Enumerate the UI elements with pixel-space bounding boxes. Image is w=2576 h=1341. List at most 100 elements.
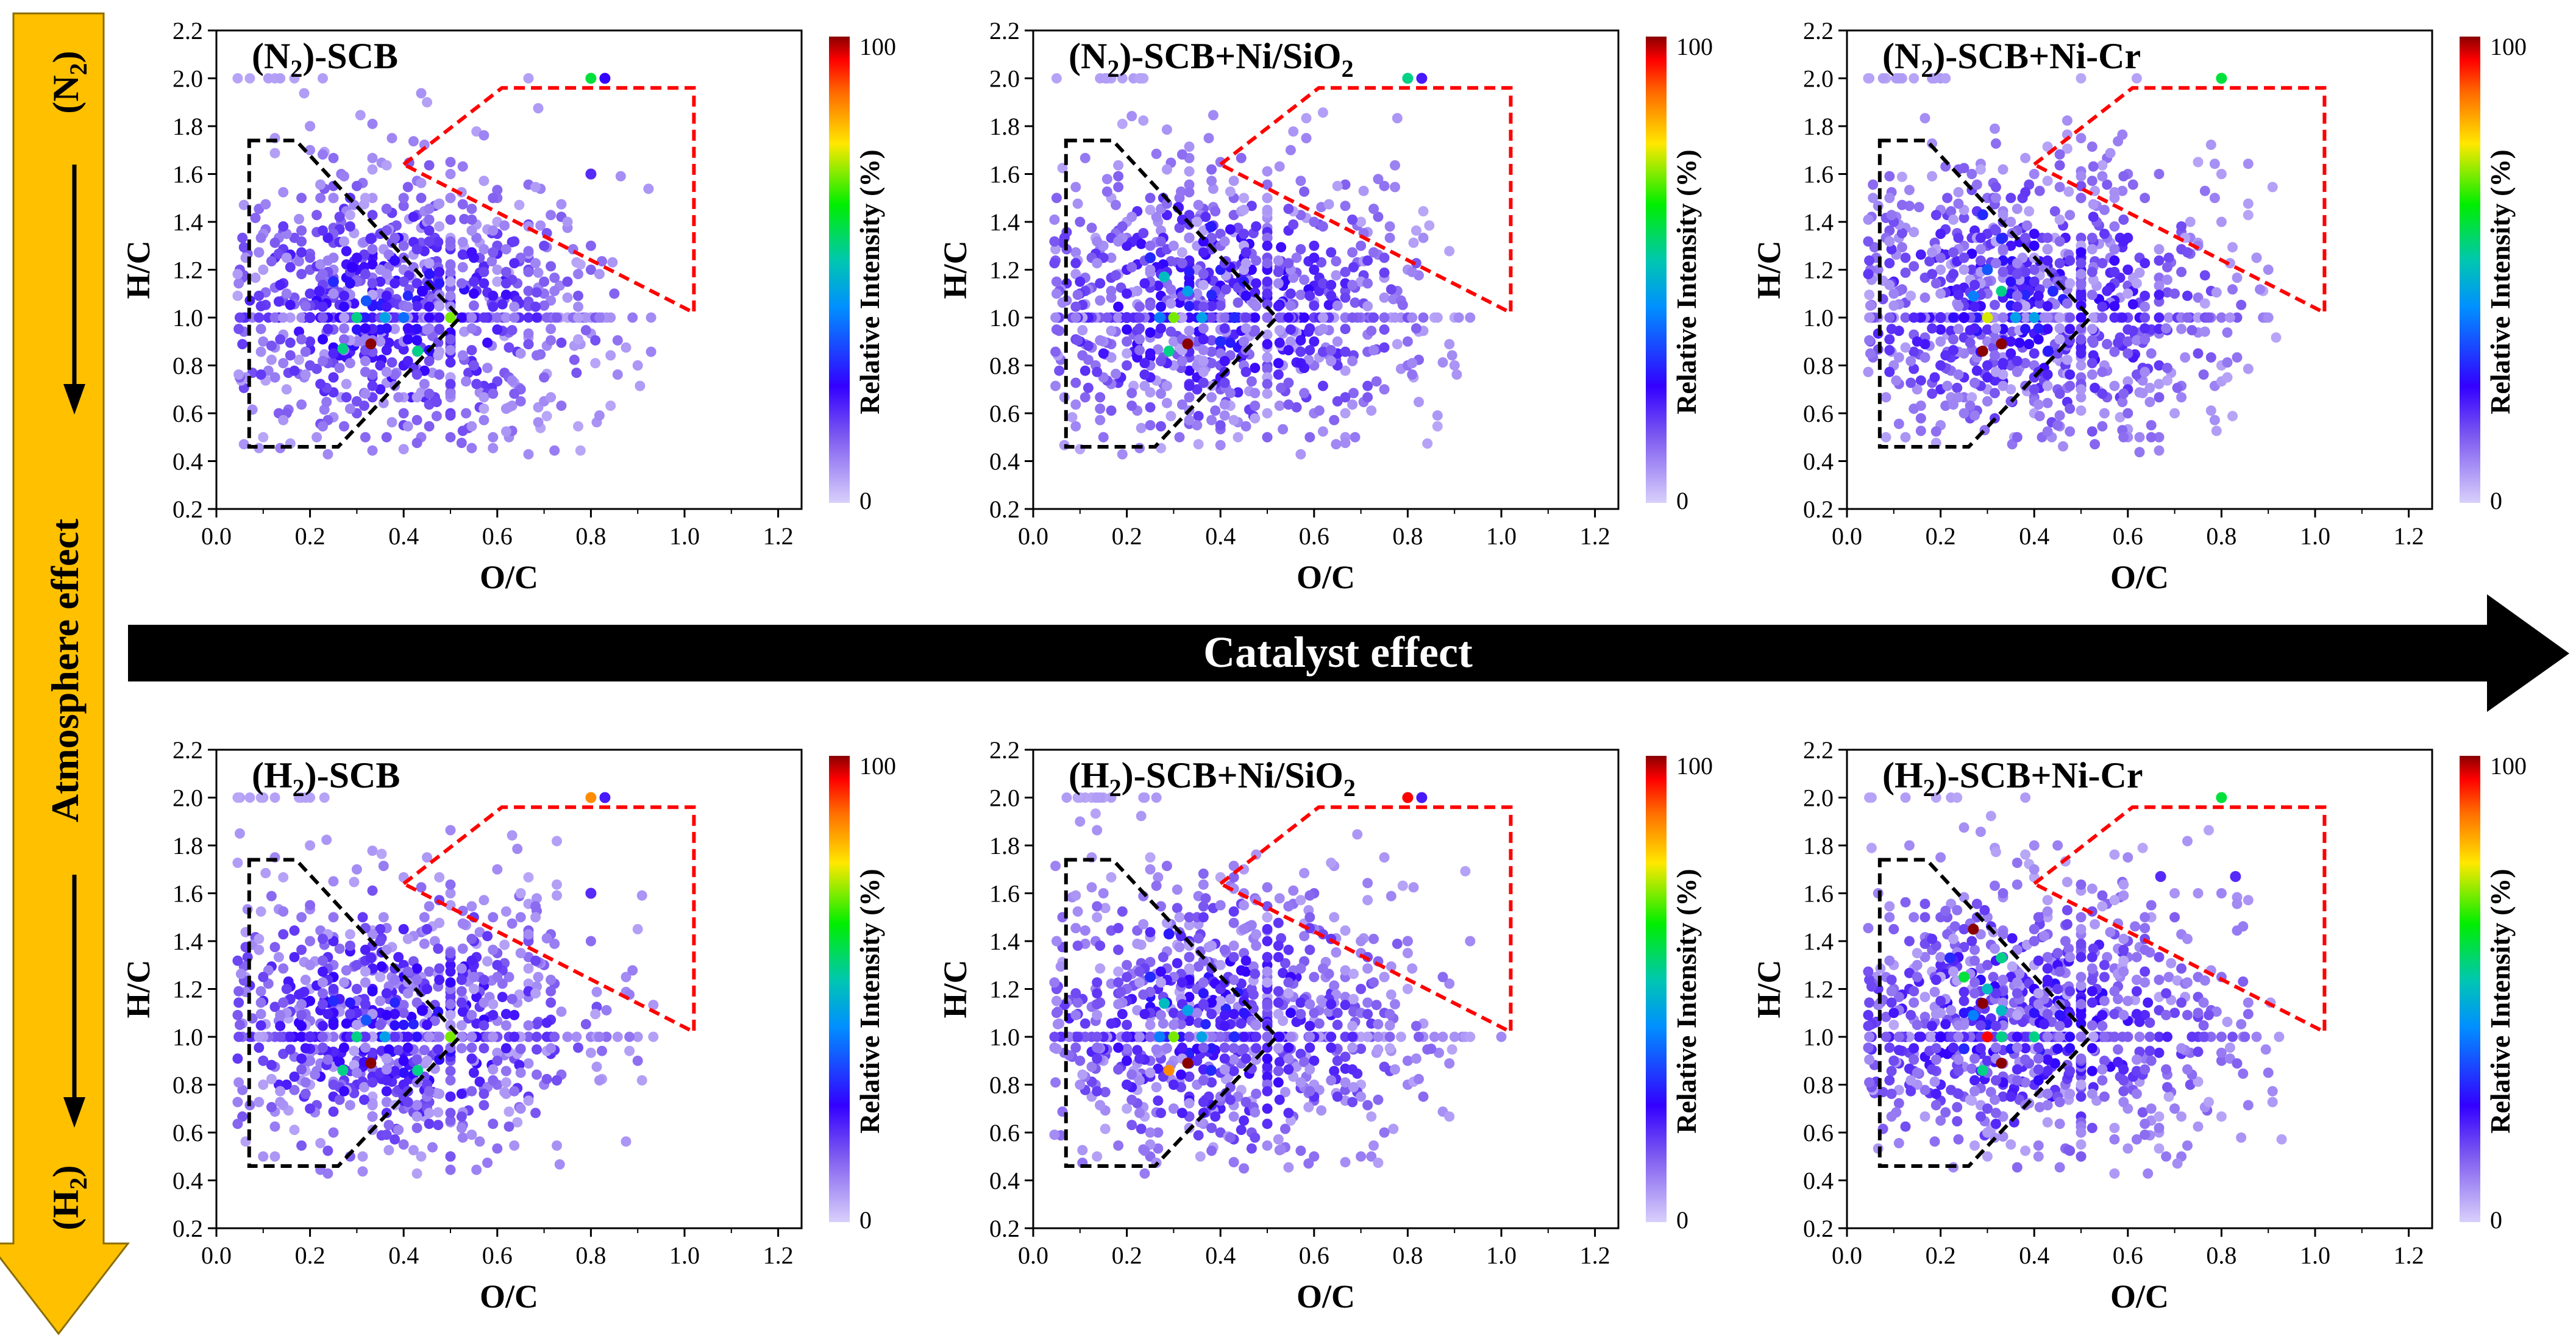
data-point	[232, 955, 243, 966]
data-point	[1998, 380, 2008, 391]
data-point	[1205, 221, 1217, 232]
data-point	[398, 1067, 409, 1078]
data-point	[1106, 352, 1117, 363]
data-point	[2222, 372, 2233, 383]
data-point	[1309, 240, 1320, 251]
data-point	[2216, 73, 2227, 84]
data-point	[1192, 1008, 1203, 1019]
y-tick-label: 2.2	[173, 17, 203, 44]
data-point	[398, 201, 409, 212]
data-point	[499, 939, 510, 950]
data-point	[318, 225, 328, 236]
highlight-points	[1121, 73, 1428, 357]
data-point	[1153, 1095, 1164, 1106]
data-point	[416, 1005, 428, 1016]
data-point	[479, 312, 489, 323]
data-point	[381, 301, 392, 312]
data-point	[1151, 148, 1162, 159]
data-point	[2012, 432, 2023, 443]
data-point	[299, 88, 310, 99]
data-point	[466, 1053, 477, 1064]
data-point	[1239, 900, 1250, 911]
data-point	[643, 183, 654, 194]
y-tick-label: 2.2	[989, 17, 1020, 44]
data-point	[2087, 290, 2097, 301]
data-point	[1151, 880, 1162, 891]
data-point	[1340, 324, 1351, 335]
colorbar-label: Relative Intensity (%)	[1671, 149, 1702, 414]
data-point	[2076, 171, 2087, 182]
data-point	[305, 288, 316, 299]
data-point	[1329, 912, 1340, 923]
data-point	[296, 236, 307, 247]
data-point	[1262, 312, 1273, 323]
data-point	[1228, 906, 1239, 917]
data-point	[2054, 236, 2065, 247]
data-point	[365, 338, 377, 350]
data-point	[549, 285, 560, 296]
data-point	[1303, 1101, 1314, 1112]
data-point	[344, 1100, 355, 1111]
data-point	[1384, 1031, 1395, 1042]
data-point	[1299, 867, 1310, 878]
data-point	[2065, 380, 2076, 391]
data-point	[419, 379, 430, 389]
data-point	[1251, 1089, 1262, 1099]
data-point	[500, 1077, 511, 1088]
data-point	[1051, 324, 1062, 335]
y-axis-label: H/C	[937, 240, 973, 299]
data-point	[1331, 947, 1342, 958]
data-point	[515, 948, 526, 959]
data-point	[468, 1067, 479, 1078]
data-point	[300, 346, 311, 357]
data-point	[2054, 323, 2065, 334]
data-point	[605, 350, 616, 361]
data-point	[296, 399, 307, 410]
data-point	[334, 212, 345, 222]
data-point	[1920, 352, 1930, 363]
data-point	[552, 1075, 562, 1086]
data-point	[1285, 336, 1296, 347]
data-point	[1250, 413, 1261, 424]
data-point	[1176, 399, 1187, 410]
data-point	[344, 210, 355, 221]
data-point	[235, 969, 246, 980]
data-point	[2020, 232, 2031, 243]
data-point	[232, 290, 243, 301]
data-point	[1283, 1108, 1294, 1119]
data-point	[457, 161, 468, 172]
data-point	[402, 421, 413, 432]
data-point	[1136, 1123, 1147, 1134]
data-point	[1948, 345, 1959, 355]
data-point	[503, 1106, 514, 1117]
data-point	[1262, 1053, 1273, 1064]
data-point	[1347, 1031, 1358, 1042]
data-point	[1092, 1086, 1103, 1097]
data-point	[621, 342, 632, 353]
data-point	[258, 336, 269, 347]
y-tick-label: 1.6	[989, 161, 1020, 188]
colorbar-max-label: 100	[859, 33, 896, 60]
data-point	[2122, 336, 2133, 347]
data-point	[379, 312, 391, 323]
data-point	[556, 337, 567, 348]
data-point	[457, 1006, 468, 1017]
data-point	[1219, 236, 1230, 247]
data-point	[1208, 110, 1219, 121]
data-point	[278, 997, 289, 1008]
data-point	[1969, 410, 1980, 421]
data-point	[339, 301, 349, 312]
data-point	[1239, 923, 1250, 934]
data-point	[328, 1127, 339, 1138]
data-point	[1050, 380, 1061, 391]
data-point	[466, 443, 477, 454]
data-point	[1050, 861, 1061, 872]
data-point	[1117, 73, 1128, 84]
data-point	[1411, 1053, 1421, 1064]
data-point	[1379, 267, 1390, 278]
data-point	[1326, 1042, 1337, 1053]
data-point	[1192, 384, 1203, 395]
data-point	[456, 438, 467, 449]
data-point	[1273, 369, 1284, 380]
x-tick-label: 1.2	[1580, 1242, 1610, 1269]
